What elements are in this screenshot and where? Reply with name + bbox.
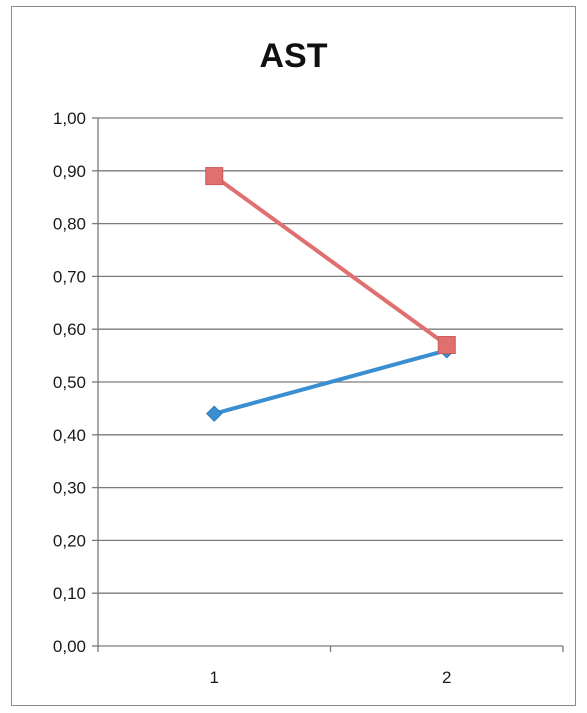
x-tick-label: 2 [442, 668, 451, 687]
y-tick-label: 1,00 [53, 109, 86, 128]
data-point-square [205, 167, 224, 186]
y-tick-label: 0,00 [53, 637, 86, 656]
series [205, 167, 456, 422]
series-line [213, 174, 448, 347]
tick-labels: 0,00 0,10 0,20 0,30 0,40 0,50 0,60 0,70 0,80 0,90… [53, 109, 452, 687]
chart-title: AST [259, 37, 328, 75]
y-tick-label: 0,10 [53, 584, 86, 603]
y-tick-label: 0,80 [53, 215, 86, 234]
gridlines [98, 117, 563, 594]
series-line [213, 348, 448, 416]
x-tick-label: 1 [210, 668, 219, 687]
y-tick-label: 0,50 [53, 373, 86, 392]
chart-frame [11, 6, 576, 706]
y-tick-label: 0,90 [53, 162, 86, 181]
y-tick-label: 0,40 [53, 426, 86, 445]
data-point-diamond [206, 405, 223, 422]
series-2 [205, 167, 456, 355]
y-tick-label: 0,60 [53, 320, 86, 339]
y-tick-label: 0,30 [53, 479, 86, 498]
data-point-square [437, 336, 456, 355]
y-tick-label: 0,20 [53, 531, 86, 550]
y-tick-label: 0,70 [53, 267, 86, 286]
axes [92, 117, 564, 652]
